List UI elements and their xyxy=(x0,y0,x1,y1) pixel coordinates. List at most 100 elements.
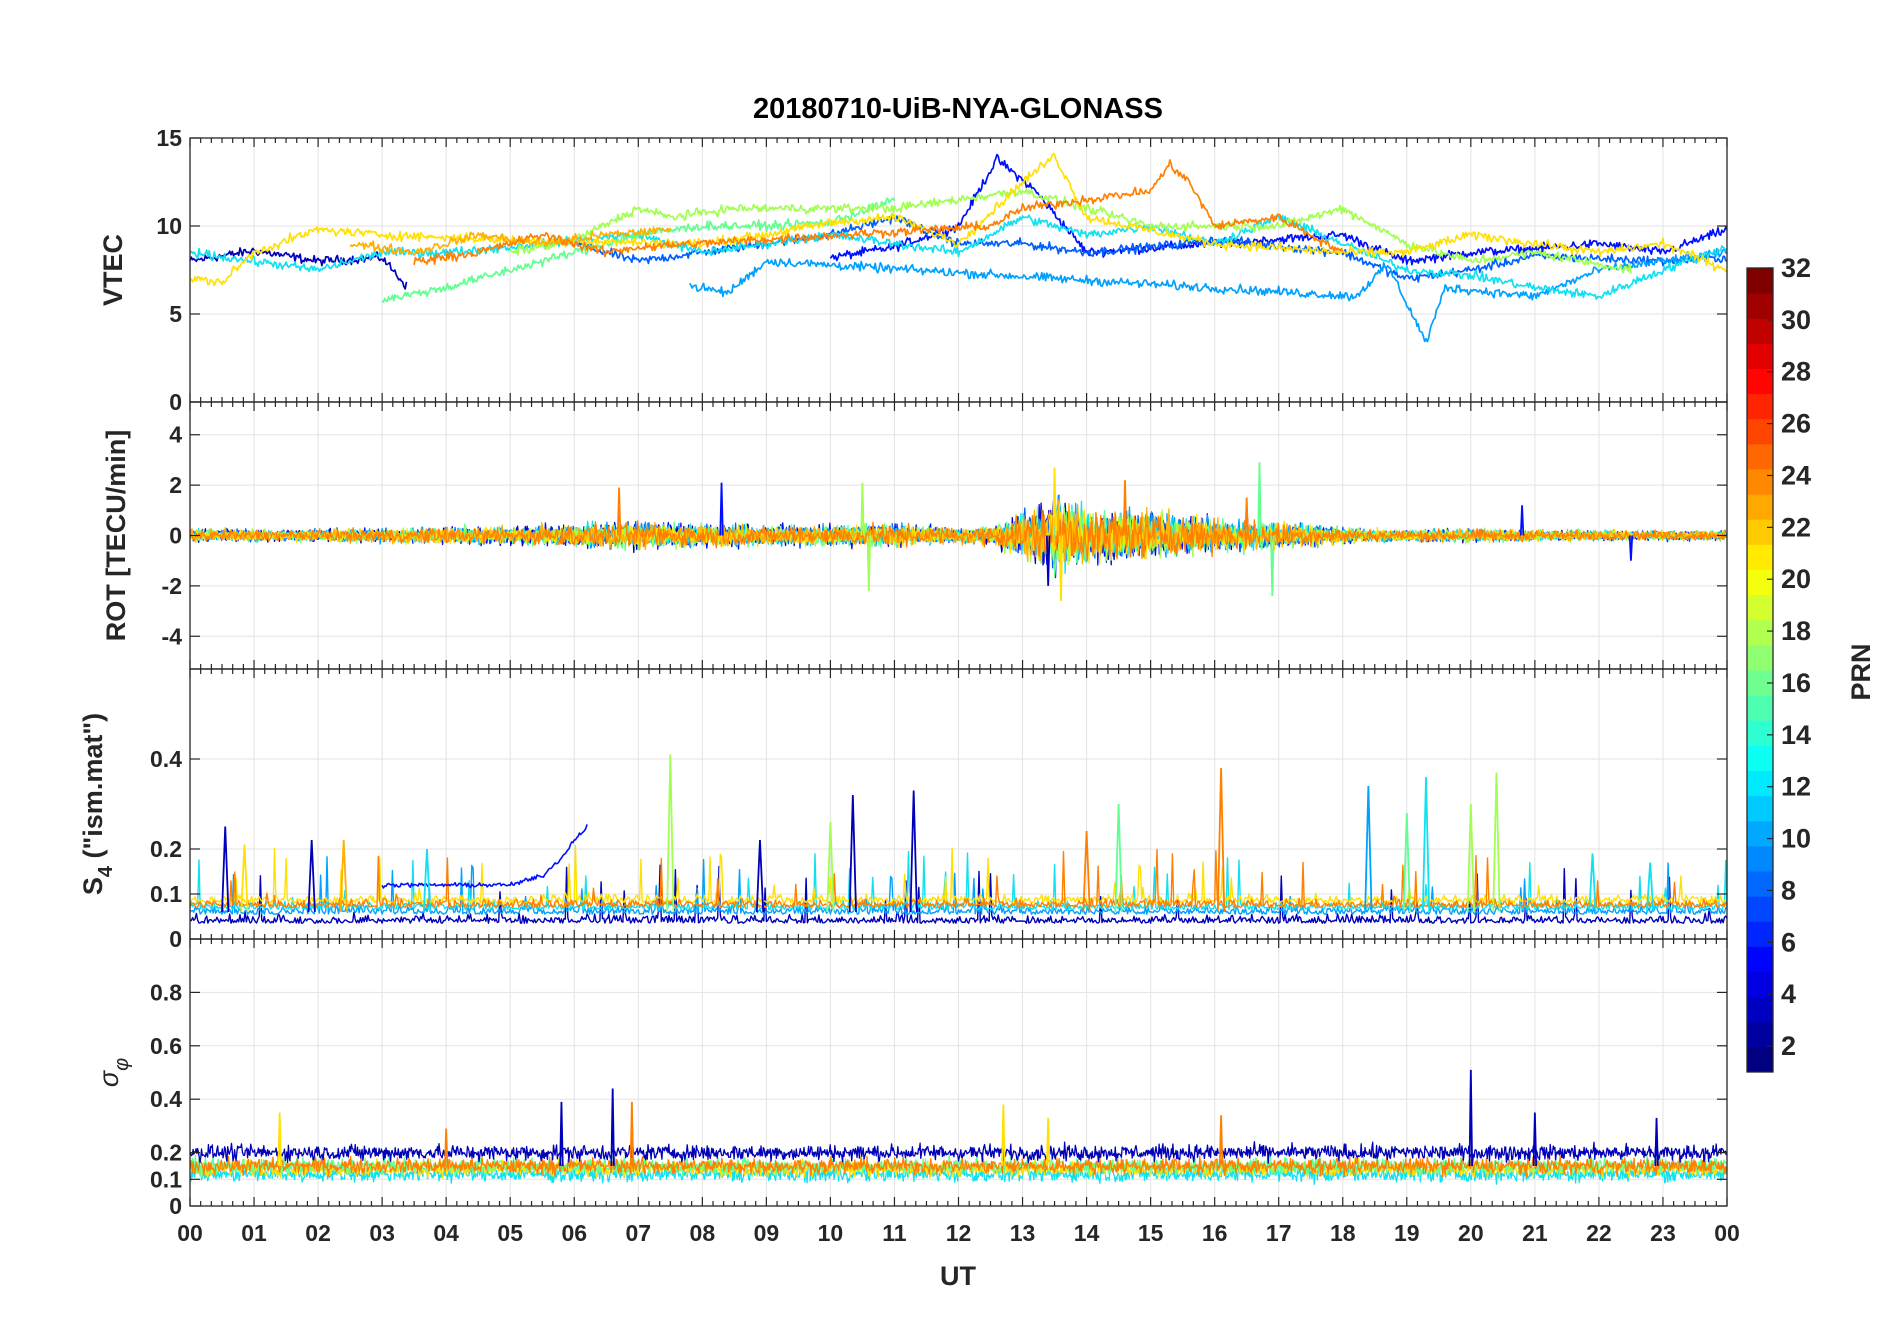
s4-spike xyxy=(422,848,432,913)
y-tick-label: 0.8 xyxy=(150,979,182,1005)
rot-series-prn-24 xyxy=(190,507,1727,562)
colorbar-segment xyxy=(1747,946,1773,972)
rot-spike xyxy=(1244,497,1249,536)
sigma-spike xyxy=(1001,1104,1006,1166)
sigma-series-prn-24 xyxy=(190,1155,1727,1178)
s4-spike xyxy=(1216,767,1226,913)
colorbar-tick-label: 32 xyxy=(1781,253,1811,283)
y-tick-label: 15 xyxy=(156,125,182,151)
s4-spike xyxy=(1402,812,1411,913)
s4-series-prn-2 xyxy=(190,864,1727,924)
s4-spike xyxy=(909,790,918,913)
x-tick-label: 19 xyxy=(1394,1220,1420,1246)
panel-rot: -4 -2 0 2 4 ROT [TECU/min] xyxy=(101,401,1728,670)
y-tick-label: 0.6 xyxy=(150,1033,182,1059)
y-tick-label: 0.4 xyxy=(150,1086,182,1112)
x-axis: 00 01 02 03 04 05 06 07 08 09 10 11 12 13 14 15 16 17 18 19… xyxy=(177,1220,1740,1246)
sigma-spike xyxy=(629,1101,635,1166)
x-tick-label: 22 xyxy=(1586,1220,1612,1246)
sigma_phi-data xyxy=(190,1069,1727,1185)
x-tick-label: 09 xyxy=(754,1220,780,1246)
y-tick-label: 0.2 xyxy=(150,836,182,862)
rot-spike xyxy=(616,487,622,536)
s4-spike xyxy=(848,794,857,913)
sigma_phi-y-axis-title: σφ xyxy=(94,1058,133,1087)
s4-spike xyxy=(307,839,316,913)
x-tick-label: 20 xyxy=(1458,1220,1484,1246)
colorbar-segment xyxy=(1747,293,1773,319)
s4-spike xyxy=(1466,803,1475,913)
colorbar-title: PRN xyxy=(1846,643,1876,700)
s4-spike xyxy=(1492,772,1501,913)
colorbar-segment xyxy=(1747,996,1773,1023)
x-tick-label: 03 xyxy=(369,1220,395,1246)
x-tick-label: 08 xyxy=(690,1220,716,1246)
s4-series-prn-24 xyxy=(190,848,1727,909)
x-tick-label: 15 xyxy=(1138,1220,1164,1246)
y-axis-title-main: S xyxy=(78,877,108,895)
colorbar-segment xyxy=(1747,770,1773,797)
colorbar-tick-label: 14 xyxy=(1781,720,1811,750)
rot-data xyxy=(190,462,1727,602)
s4-series-prn-4 xyxy=(381,824,588,889)
y-tick-label: 5 xyxy=(169,301,182,327)
colorbar-tick-label: 16 xyxy=(1781,668,1811,698)
y-tick-label: 0.1 xyxy=(150,881,182,907)
colorbar-segment xyxy=(1747,971,1773,998)
colorbar-segment xyxy=(1747,569,1773,596)
vtec-series-prn-24 xyxy=(413,159,1344,266)
vtec-data xyxy=(190,152,1727,343)
colorbar-segment xyxy=(1747,619,1773,646)
x-tick-label: 05 xyxy=(497,1220,523,1246)
colorbar-segment xyxy=(1747,921,1773,947)
y-tick-label: 0.4 xyxy=(150,746,182,772)
y-tick-label: 10 xyxy=(156,213,182,239)
panel-sigma_phi: 00.10.2 0.4 0.6 0.8 σφ xyxy=(94,938,1728,1219)
s4-spike xyxy=(221,826,230,913)
colorbar-segment xyxy=(1747,1046,1773,1073)
colorbar-segment xyxy=(1747,268,1773,294)
s4-data xyxy=(190,754,1727,924)
rot-spike xyxy=(1628,535,1634,561)
rot-spike xyxy=(1058,535,1064,602)
colorbar-segment xyxy=(1747,745,1773,771)
y-axis-title-sub: 4 xyxy=(95,865,117,877)
colorbar-frame xyxy=(1746,267,1774,1073)
sigma-spike xyxy=(610,1088,615,1166)
y-axis-title-rest: ("ism.mat") xyxy=(78,713,108,866)
rot-spike xyxy=(1122,480,1128,536)
rot-y-axis-title: ROT [TECU/min] xyxy=(101,430,131,641)
colorbar-tick-label: 18 xyxy=(1781,616,1811,646)
colorbar-tick-label: 10 xyxy=(1781,824,1811,854)
colorbar-segment xyxy=(1747,443,1773,470)
colorbar-segment xyxy=(1747,845,1773,872)
rot-spike xyxy=(1045,535,1051,586)
y-tick-label: -4 xyxy=(162,623,183,649)
s4-spike xyxy=(1646,862,1655,913)
y-tick-label: 0 xyxy=(169,389,182,415)
panel-s4: 0 0.1 0.2 0.4 S4 ("ism.mat") xyxy=(78,668,1728,952)
x-tick-label: 10 xyxy=(818,1220,844,1246)
panel-vtec: 0 5 10 15 VTEC xyxy=(98,125,1728,415)
vtec-series-prn-12 xyxy=(190,214,1727,300)
x-tick-label: 12 xyxy=(946,1220,972,1246)
x-tick-label: 00 xyxy=(1714,1220,1740,1246)
x-tick-label: 07 xyxy=(625,1220,651,1246)
x-tick-label: 14 xyxy=(1074,1220,1100,1246)
colorbar-tick-label: 28 xyxy=(1781,357,1811,387)
x-tick-label: 16 xyxy=(1202,1220,1228,1246)
chart-title: 20180710-UiB-NYA-GLONASS xyxy=(753,93,1163,125)
x-tick-label: 21 xyxy=(1522,1220,1548,1246)
colorbar-tick-label: 4 xyxy=(1781,979,1796,1009)
colorbar-tick-label: 26 xyxy=(1781,409,1811,439)
sigma-spike xyxy=(1218,1115,1224,1166)
colorbar-tick-label: 24 xyxy=(1781,460,1811,490)
y-tick-label: 0 xyxy=(169,1193,182,1219)
sigma-spike xyxy=(1532,1112,1538,1166)
colorbar-segment xyxy=(1747,368,1773,395)
x-tick-label: 00 xyxy=(177,1220,203,1246)
colorbar-segment xyxy=(1747,695,1773,721)
rot-spike xyxy=(1519,505,1525,536)
s4-spike xyxy=(1114,803,1123,913)
